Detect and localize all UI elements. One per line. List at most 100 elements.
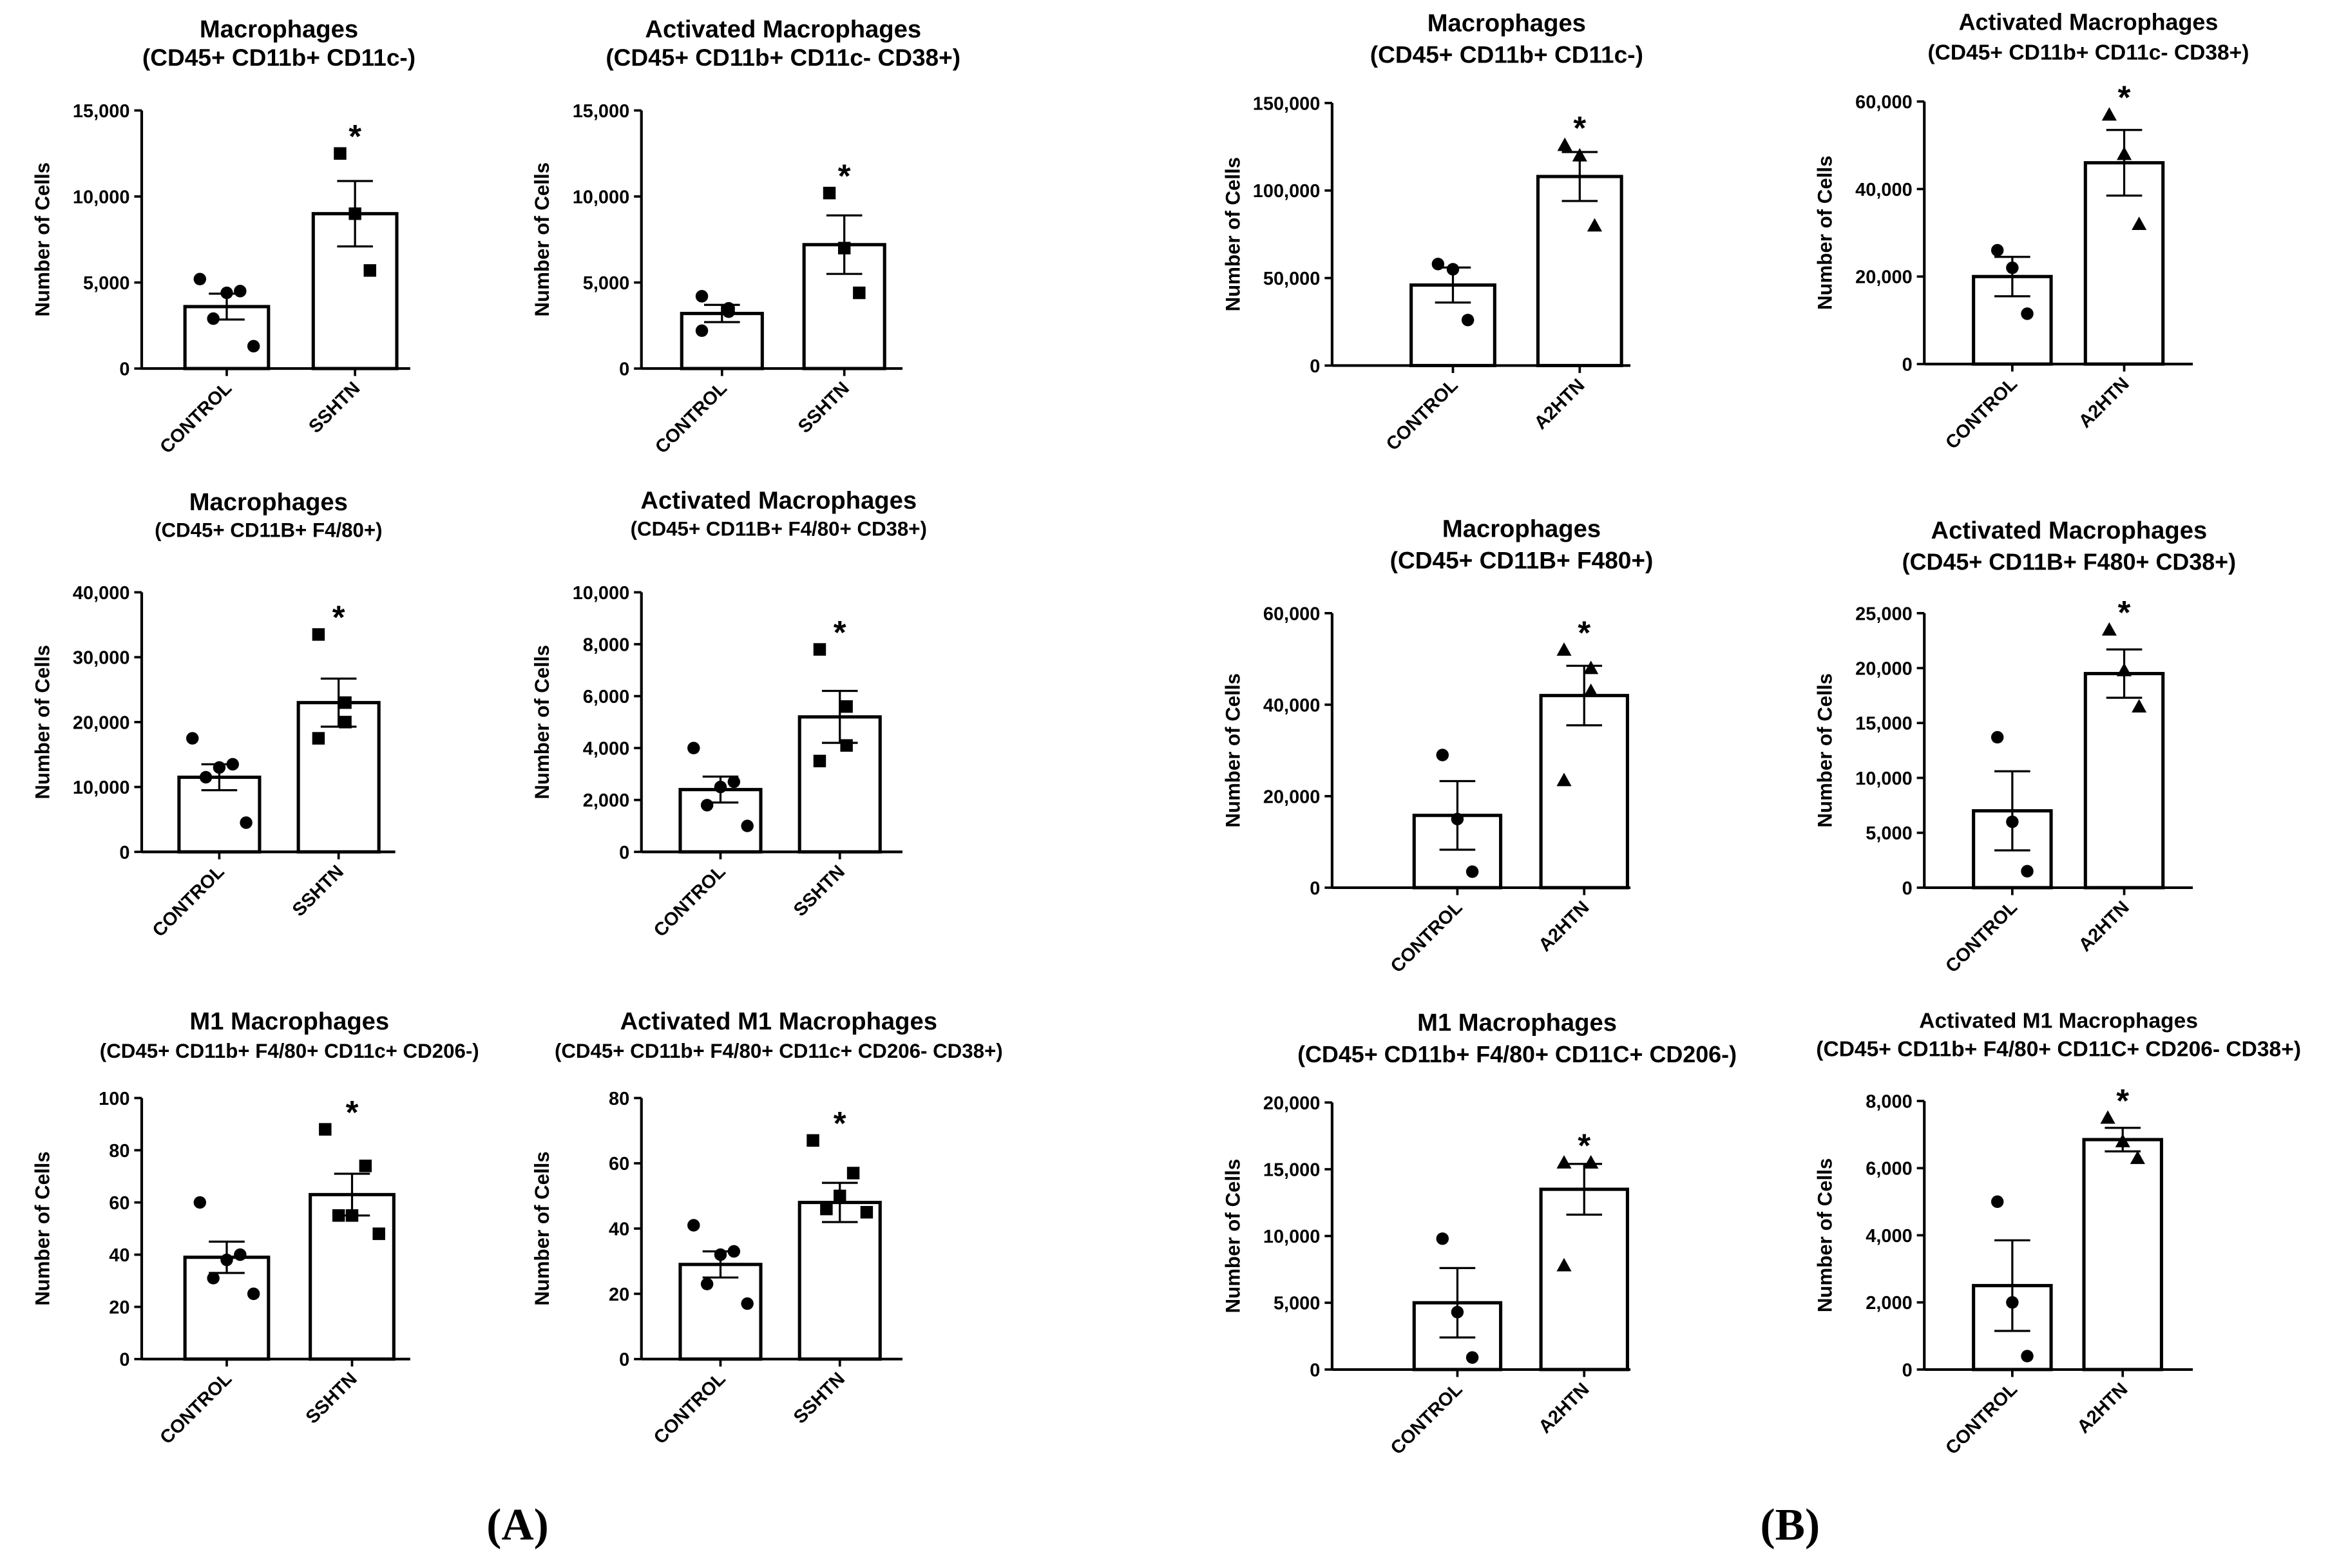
- y-tick-label: 20,000: [73, 712, 130, 733]
- bar: [1539, 1187, 1629, 1372]
- data-point: [1991, 731, 2004, 744]
- y-tick-label: 5,000: [1866, 823, 1912, 844]
- y-tick-label: 0: [619, 359, 629, 380]
- x-tick-label: SSHTN: [794, 378, 854, 437]
- data-point: [2115, 1134, 2130, 1147]
- y-tick-label: 20,000: [1855, 658, 1913, 679]
- chart-subtitle: (CD45+ CD11b+ F4/80+ CD11c+ CD206-): [100, 1040, 479, 1062]
- data-point: [813, 643, 826, 656]
- data-point: [312, 732, 325, 745]
- y-axis-label: Number of Cells: [1221, 157, 1244, 312]
- y-tick-label: 0: [619, 1350, 629, 1370]
- data-point: [714, 780, 727, 794]
- data-point: [741, 1297, 754, 1310]
- y-tick-label: 10,000: [73, 778, 130, 798]
- y-tick-label: 2,000: [1866, 1293, 1912, 1314]
- bar: [1536, 175, 1623, 367]
- error-bar: [1439, 1267, 1476, 1339]
- chart-subtitle: (CD45+ CD11b+ CD11c-): [142, 44, 415, 71]
- data-point: [312, 628, 325, 641]
- y-tick-label: 60: [109, 1193, 129, 1214]
- x-tick-label: A2HTN: [2075, 897, 2134, 956]
- y-tick-label: 5,000: [1274, 1294, 1320, 1314]
- x-tick-label: SSHTN: [305, 378, 364, 437]
- significance-marker: *: [1573, 110, 1586, 146]
- chart-title: Activated M1 Macrophages: [1919, 1009, 2198, 1033]
- significance-marker: *: [346, 1094, 359, 1131]
- chart-title: Macrophages: [189, 488, 348, 516]
- data-point: [727, 1245, 741, 1258]
- significance-marker: *: [2116, 1082, 2129, 1119]
- data-point: [860, 1206, 874, 1219]
- x-tick-label: CONTROL: [156, 1368, 236, 1448]
- data-point: [722, 305, 735, 318]
- data-point: [853, 286, 866, 300]
- data-point: [207, 312, 220, 325]
- data-point: [1583, 683, 1599, 697]
- chart-subtitle: (CD45+ CD11b+ F4/80+ CD11C+ CD206-): [1297, 1042, 1737, 1067]
- data-point: [2100, 1110, 2115, 1124]
- chart-panel: M1 Macrophages (CD45+ CD11b+ F4/80+ CD11c…: [31, 1008, 479, 1448]
- y-tick-label: 15,000: [73, 101, 130, 122]
- y-tick-label: 10,000: [1855, 769, 1913, 789]
- y-tick-label: 0: [1310, 1360, 1320, 1381]
- chart-panel: Macrophages (CD45+ CD11B+ F4/80+) Number o…: [31, 488, 396, 941]
- chart-subtitle: (CD45+ CD11B+ F480+): [1390, 546, 1654, 573]
- y-axis-label: Number of Cells: [31, 162, 53, 317]
- chart-subtitle: (CD45+ CD11b+ F4/80+ CD11c+ CD206- CD38+…: [555, 1040, 1003, 1062]
- x-tick-label: CONTROL: [1387, 897, 1467, 977]
- y-tick-label: 40: [109, 1245, 129, 1266]
- error-bar: [1994, 770, 2030, 852]
- x-tick-label: CONTROL: [1942, 1379, 2021, 1459]
- data-point: [1556, 1257, 1572, 1272]
- chart-subtitle: (CD45+ CD11B+ F4/80+): [155, 519, 382, 542]
- chart-subtitle: (CD45+ CD11b+ CD11c-): [1370, 41, 1643, 68]
- chart-panel: Activated M1 Macrophages (CD45+ CD11b+ F4…: [1814, 1009, 2301, 1459]
- data-point: [345, 1209, 359, 1222]
- y-axis-label: Number of Cells: [1221, 1159, 1244, 1314]
- chart-title: Activated Macrophages: [1931, 517, 2208, 544]
- x-tick-label: A2HTN: [1535, 897, 1594, 956]
- data-point: [1572, 148, 1587, 162]
- data-point: [2132, 699, 2147, 712]
- y-tick-label: 10,000: [573, 583, 630, 604]
- data-point: [1431, 258, 1445, 271]
- y-tick-label: 8,000: [583, 635, 629, 655]
- y-tick-label: 20: [109, 1297, 129, 1318]
- chart-title: M1 Macrophages: [1417, 1009, 1617, 1037]
- data-point: [226, 758, 239, 771]
- data-point: [1556, 642, 1572, 656]
- y-tick-label: 20: [609, 1285, 629, 1305]
- x-tick-label: CONTROL: [1942, 374, 2021, 454]
- chart-subtitle: (CD45+ CD11b+ CD11c- CD38+): [606, 44, 960, 71]
- significance-marker: *: [834, 1105, 846, 1142]
- data-point: [2101, 107, 2117, 121]
- y-tick-label: 100: [99, 1089, 129, 1109]
- y-axis-label: Number of Cells: [1814, 673, 1837, 828]
- y-tick-label: 30,000: [73, 648, 130, 669]
- data-point: [813, 754, 826, 768]
- chart-title: Activated Macrophages: [640, 487, 917, 515]
- error-bar: [1994, 1239, 2030, 1332]
- data-point: [840, 700, 853, 713]
- y-tick-label: 0: [119, 1350, 129, 1370]
- data-point: [1583, 660, 1599, 674]
- data-point: [234, 1248, 247, 1261]
- y-tick-label: 60,000: [1855, 92, 1913, 113]
- data-point: [846, 1167, 860, 1180]
- chart-subtitle: (CD45+ CD11B+ F4/80+ CD38+): [631, 517, 927, 540]
- y-axis-label: Number of Cells: [31, 1151, 53, 1306]
- data-point: [1583, 1155, 1599, 1169]
- data-point: [339, 716, 352, 729]
- data-point: [1587, 218, 1603, 232]
- data-point: [1436, 749, 1449, 761]
- y-tick-label: 0: [1902, 878, 1913, 899]
- data-point: [2006, 815, 2019, 828]
- data-point: [1446, 263, 1460, 276]
- x-tick-label: CONTROL: [650, 861, 730, 941]
- data-point: [820, 1202, 833, 1216]
- data-point: [240, 816, 253, 829]
- chart-title: Activated Macrophages: [645, 15, 921, 43]
